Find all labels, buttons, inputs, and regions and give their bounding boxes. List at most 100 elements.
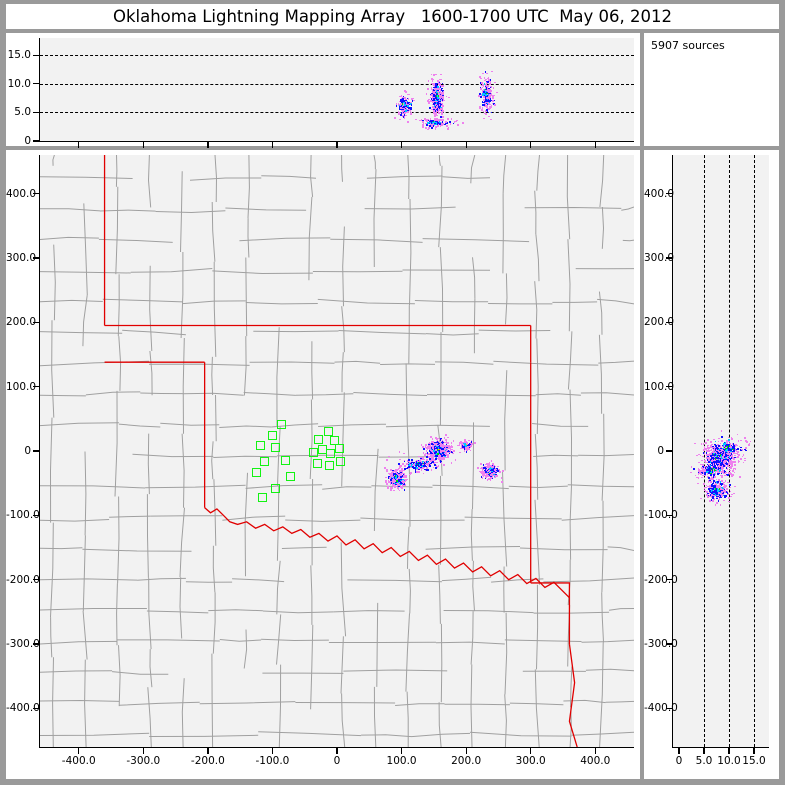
lightning-source-point [417, 471, 420, 473]
lightning-source-point [440, 110, 443, 113]
lightning-source-point [479, 76, 481, 79]
lightning-source-point [483, 96, 485, 98]
lightning-source-point [401, 96, 404, 99]
county-border [82, 295, 88, 347]
x-tick [594, 748, 596, 754]
y-tick [33, 54, 40, 56]
lightning-source-point [711, 492, 713, 494]
county-border [147, 433, 150, 495]
lightning-source-point [480, 94, 483, 96]
lightning-source-point [427, 119, 430, 122]
county-border [330, 238, 423, 243]
lightning-source-point [730, 495, 732, 498]
lightning-source-point [441, 110, 444, 113]
lightning-source-point [431, 119, 434, 122]
lightning-source-point [445, 121, 447, 123]
lightning-source-point [440, 92, 443, 94]
lightning-source-point [483, 99, 486, 101]
county-border [535, 393, 581, 396]
lightning-source-point [403, 452, 406, 455]
lightning-source-point [438, 456, 440, 458]
lightning-source-point [433, 110, 435, 113]
lightning-source-point [426, 467, 428, 470]
lightning-source-point [406, 478, 409, 481]
lightning-source-point [435, 99, 437, 102]
county-border [543, 577, 634, 583]
county-border [148, 577, 152, 650]
county-border [122, 329, 186, 336]
lightning-source-point [390, 489, 392, 491]
county-border [310, 155, 314, 197]
lightning-source-point [401, 469, 403, 472]
lightning-source-point [719, 493, 722, 495]
y-tick-label: 400.0 [6, 187, 37, 200]
lightning-source-point [426, 459, 429, 462]
lightning-source-point [485, 87, 488, 89]
lightning-source-point [483, 474, 485, 476]
x-tick [594, 142, 596, 148]
lightning-source-point [406, 93, 409, 96]
lightning-source-point [450, 462, 453, 464]
lightning-source-point [398, 95, 401, 98]
lightning-source-point [435, 95, 438, 97]
county-border [534, 499, 541, 585]
x-tick [271, 748, 274, 754]
county-border [146, 610, 209, 614]
county-border [181, 678, 185, 747]
lightning-source-point [436, 94, 439, 97]
lightning-source-point [395, 485, 398, 488]
lightning-source-point [435, 123, 438, 125]
lightning-source-point [402, 111, 405, 114]
lightning-source-point [491, 466, 493, 468]
lightning-source-point [488, 96, 490, 98]
lightning-source-point [717, 489, 720, 492]
lightning-source-point [434, 121, 437, 124]
lightning-source-point [408, 108, 410, 111]
lightning-source-point [398, 483, 400, 486]
lightning-source-point [725, 494, 727, 497]
lightning-source-point [485, 469, 488, 471]
lightning-source-point [442, 118, 445, 121]
county-border [219, 639, 262, 642]
county-border [373, 686, 377, 747]
lightning-source-point [441, 95, 443, 98]
lightning-source-point [441, 82, 444, 85]
lightning-source-point [703, 482, 706, 485]
lightning-source-point [447, 127, 450, 129]
lightning-source-point [425, 93, 428, 95]
lightning-source-point [431, 93, 434, 96]
lightning-source-point [489, 80, 492, 83]
lightning-source-point [487, 77, 489, 80]
lightning-source-point [432, 123, 435, 126]
lightning-source-point [398, 466, 401, 469]
lightning-source-point [489, 85, 492, 88]
lightning-source-point [405, 474, 408, 477]
lightning-source-point [394, 486, 396, 489]
lightning-source-point [495, 91, 498, 94]
lightning-source-point [399, 480, 401, 482]
lightning-source-point [484, 71, 487, 73]
lightning-source-point [697, 482, 700, 485]
lightning-source-point [402, 474, 404, 477]
county-border [245, 257, 248, 337]
county-border [40, 519, 110, 522]
county-border [40, 547, 83, 550]
county-border [211, 441, 214, 480]
lightning-source-point [437, 85, 439, 88]
lightning-source-point [435, 73, 437, 76]
county-border [40, 670, 113, 673]
lightning-source-point [399, 107, 402, 110]
lightning-source-point [464, 443, 466, 445]
lightning-source-point [484, 79, 486, 82]
lightning-source-point [495, 473, 497, 476]
county-border [215, 394, 217, 442]
county-border [115, 186, 119, 275]
lightning-source-point [434, 452, 436, 454]
county-border [116, 583, 118, 646]
lightning-source-point [408, 459, 411, 461]
lightning-source-point [429, 449, 432, 452]
lightning-source-point [414, 460, 417, 463]
lightning-source-point [422, 451, 425, 454]
lightning-source-point [399, 118, 401, 121]
lightning-source-point [437, 105, 440, 107]
